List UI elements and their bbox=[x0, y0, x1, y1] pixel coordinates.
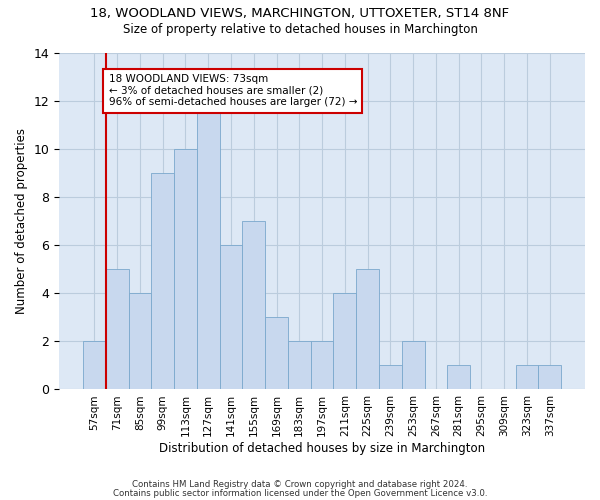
Bar bbox=[242, 221, 265, 390]
Y-axis label: Number of detached properties: Number of detached properties bbox=[15, 128, 28, 314]
Bar bbox=[334, 293, 356, 390]
Bar bbox=[220, 245, 242, 390]
Bar bbox=[151, 173, 174, 390]
Bar bbox=[538, 366, 561, 390]
Bar bbox=[288, 342, 311, 390]
Text: Size of property relative to detached houses in Marchington: Size of property relative to detached ho… bbox=[122, 22, 478, 36]
Text: Contains public sector information licensed under the Open Government Licence v3: Contains public sector information licen… bbox=[113, 489, 487, 498]
Bar bbox=[311, 342, 334, 390]
Bar bbox=[379, 366, 402, 390]
Bar bbox=[447, 366, 470, 390]
Bar bbox=[265, 318, 288, 390]
Text: Contains HM Land Registry data © Crown copyright and database right 2024.: Contains HM Land Registry data © Crown c… bbox=[132, 480, 468, 489]
Bar bbox=[515, 366, 538, 390]
Bar bbox=[402, 342, 425, 390]
Text: 18 WOODLAND VIEWS: 73sqm
← 3% of detached houses are smaller (2)
96% of semi-det: 18 WOODLAND VIEWS: 73sqm ← 3% of detache… bbox=[109, 74, 357, 108]
Bar bbox=[174, 149, 197, 390]
Bar bbox=[356, 269, 379, 390]
Text: 18, WOODLAND VIEWS, MARCHINGTON, UTTOXETER, ST14 8NF: 18, WOODLAND VIEWS, MARCHINGTON, UTTOXET… bbox=[91, 8, 509, 20]
X-axis label: Distribution of detached houses by size in Marchington: Distribution of detached houses by size … bbox=[159, 442, 485, 455]
Bar bbox=[197, 100, 220, 390]
Bar bbox=[83, 342, 106, 390]
Bar bbox=[128, 293, 151, 390]
Bar bbox=[106, 269, 128, 390]
